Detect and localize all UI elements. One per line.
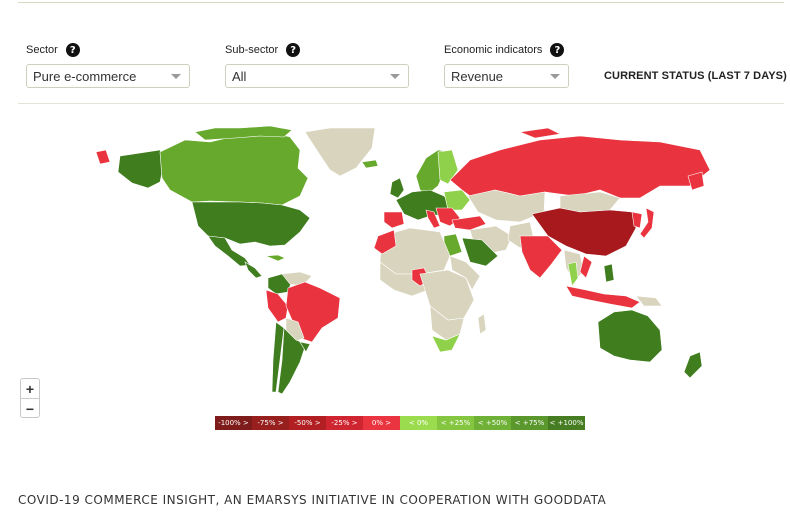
legend-segment: < +25% xyxy=(437,416,474,430)
header-divider xyxy=(18,103,784,104)
chevron-down-icon xyxy=(171,73,181,79)
zoom-separator xyxy=(21,398,39,399)
current-status-label: CURRENT STATUS (LAST 7 DAYS) xyxy=(604,70,787,82)
top-divider xyxy=(18,2,784,3)
region-canada-arctic[interactable] xyxy=(194,125,293,141)
legend-segment: < +100% xyxy=(548,416,585,430)
subsector-label-row: Sub-sector ? xyxy=(225,42,409,58)
region-turkey[interactable] xyxy=(451,215,487,231)
region-iceland[interactable] xyxy=(361,159,379,169)
region-new-zealand[interactable] xyxy=(683,351,703,379)
region-russia[interactable] xyxy=(449,135,711,199)
help-icon[interactable]: ? xyxy=(286,43,301,57)
region-india[interactable] xyxy=(519,235,563,279)
region-malaysia-indonesia[interactable] xyxy=(565,285,641,309)
legend-segment: < 0% xyxy=(400,416,437,430)
region-uk[interactable] xyxy=(389,177,405,199)
region-morocco[interactable] xyxy=(373,229,397,255)
indicator-value: Revenue xyxy=(451,68,504,84)
subsector-value: All xyxy=(232,68,247,84)
indicator-label: Economic indicators xyxy=(444,44,543,56)
sector-label-row: Sector ? xyxy=(26,42,190,58)
region-russia-arctic[interactable] xyxy=(518,127,561,139)
indicator-select[interactable]: Revenue xyxy=(444,64,569,88)
legend-segment: < +75% xyxy=(511,416,548,430)
legend-segment: -100% > xyxy=(215,416,252,430)
region-peru[interactable] xyxy=(265,289,289,323)
footer-credit: COVID-19 COMMERCE INSIGHT, AN EMARSYS IN… xyxy=(18,493,607,507)
legend-segment: -25% > xyxy=(326,416,363,430)
region-east-africa[interactable] xyxy=(449,255,481,291)
region-new-guinea[interactable] xyxy=(635,295,663,307)
subsector-select[interactable]: All xyxy=(225,64,409,88)
region-caribbean[interactable] xyxy=(265,254,286,262)
legend-segment: -50% > xyxy=(289,416,326,430)
region-madagascar[interactable] xyxy=(477,313,487,335)
region-alaska-west[interactable] xyxy=(95,149,111,165)
region-canada[interactable] xyxy=(159,131,309,206)
sector-label: Sector xyxy=(26,44,58,56)
region-central-america[interactable] xyxy=(244,261,263,279)
economic-indicator-filter: Economic indicators ? Revenue xyxy=(444,42,569,88)
region-italy[interactable] xyxy=(425,209,441,229)
sector-filter: Sector ? Pure e-commerce xyxy=(26,42,190,88)
help-icon[interactable]: ? xyxy=(550,43,565,57)
region-iberia[interactable] xyxy=(383,211,405,229)
map-legend: -100% > -75% > -50% > -25% >0% > < 0% < +25% <… xyxy=(215,416,585,430)
chevron-down-icon xyxy=(390,73,400,79)
region-philippines[interactable] xyxy=(603,263,615,283)
region-china[interactable] xyxy=(531,207,637,257)
region-east-europe[interactable] xyxy=(443,189,471,211)
help-icon[interactable]: ? xyxy=(65,43,80,57)
region-argentina[interactable] xyxy=(277,327,307,395)
subsector-filter: Sub-sector ? All xyxy=(225,42,409,88)
legend-segment: < +50% xyxy=(474,416,511,430)
region-korea[interactable] xyxy=(631,211,643,229)
chevron-down-icon xyxy=(550,73,560,79)
region-saudi-arabia[interactable] xyxy=(461,237,499,267)
legend-segment: -75% > xyxy=(252,416,289,430)
region-thailand[interactable] xyxy=(567,261,579,287)
sector-value: Pure e-commerce xyxy=(33,68,137,84)
region-vietnam[interactable] xyxy=(579,255,593,279)
region-south-africa[interactable] xyxy=(431,333,461,353)
region-mongolia[interactable] xyxy=(559,191,621,213)
indicator-label-row: Economic indicators ? xyxy=(444,42,569,58)
region-uruguay[interactable] xyxy=(299,341,311,353)
subsector-label: Sub-sector xyxy=(225,44,279,56)
zoom-out-button[interactable]: − xyxy=(25,400,35,417)
region-japan[interactable] xyxy=(639,207,655,239)
sector-select[interactable]: Pure e-commerce xyxy=(26,64,190,88)
legend-segment: 0% > xyxy=(363,416,400,430)
region-australia[interactable] xyxy=(597,309,663,363)
region-west-africa[interactable] xyxy=(379,261,429,297)
region-far-east-island[interactable] xyxy=(687,171,705,191)
zoom-control: + − xyxy=(20,378,40,418)
region-alaska[interactable] xyxy=(117,149,166,189)
zoom-in-button[interactable]: + xyxy=(25,380,35,397)
region-usa[interactable] xyxy=(191,201,311,247)
region-greenland[interactable] xyxy=(304,127,376,177)
